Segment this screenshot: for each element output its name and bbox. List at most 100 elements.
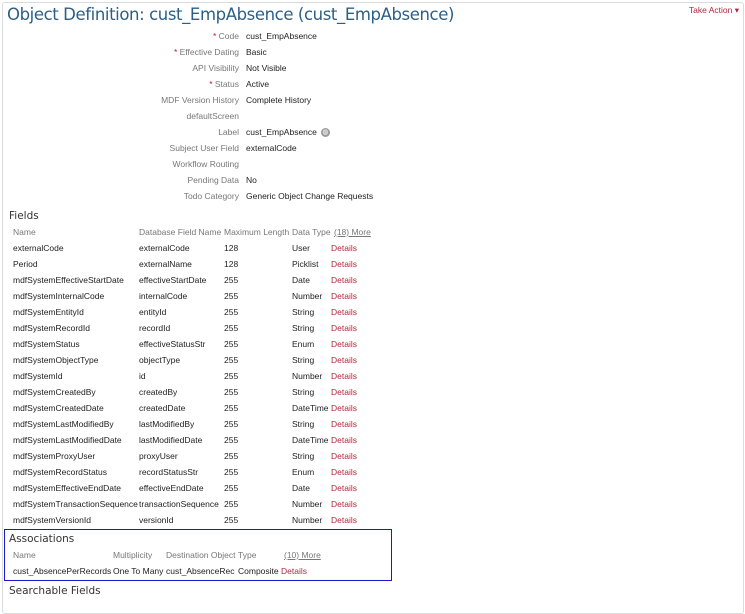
table-cell: mdfSystemEffectiveStartDate [13,275,124,285]
column-header: Database Field Name [139,227,222,237]
table-cell: createdBy [139,387,178,397]
property-label: API Visibility [192,63,239,73]
table-cell: Date [292,483,310,493]
table-cell: 255 [224,291,239,301]
table-cell: mdfSystemEffectiveEndDate [13,483,122,493]
table-cell: entityId [139,307,167,317]
details-link[interactable]: Details [331,451,357,461]
required-marker: * [213,31,219,41]
details-link[interactable]: Details [331,515,357,525]
property-label-text: API Visibility [192,63,239,73]
details-link[interactable]: Details [331,275,357,285]
take-action-menu[interactable]: Take Action ▾ [689,5,739,16]
details-link[interactable]: Details [331,467,357,477]
table-cell: mdfSystemCreatedBy [13,387,96,397]
property-label-text: Status [214,79,239,89]
associations-section [4,529,392,581]
table-cell: String [292,387,315,397]
property-label-text: Todo Category [183,191,239,201]
table-cell: effectiveStatusStr [139,339,206,349]
table-cell: 255 [224,499,239,509]
details-link[interactable]: Details [281,566,307,576]
column-header: Name [13,227,36,237]
details-link[interactable]: Details [331,339,357,349]
details-link[interactable]: Details [331,243,357,253]
column-header: Type [238,550,257,560]
table-cell: Date [292,275,310,285]
page-title: Object Definition: cust_EmpAbsence (cust… [7,5,455,24]
table-cell: 255 [224,467,239,477]
table-cell: String [292,419,315,429]
table-cell: recordId [139,323,171,333]
details-link[interactable]: Details [331,371,357,381]
table-cell: 255 [224,339,239,349]
table-cell: One To Many [113,566,164,576]
property-label: * Status [209,79,239,89]
details-link[interactable]: Details [331,499,357,509]
table-cell: lastModifiedDate [139,435,203,445]
table-cell: mdfSystemRecordId [13,323,90,333]
property-value: No [246,175,257,185]
details-link[interactable]: Details [331,307,357,317]
globe-icon[interactable]: ◍ [320,128,330,138]
table-cell: Picklist [292,259,319,269]
details-link[interactable]: Details [331,483,357,493]
table-cell: createdDate [139,403,186,413]
table-cell: cust_AbsenceRec [166,566,235,576]
table-cell: mdfSystemEntityId [13,307,84,317]
details-link[interactable]: Details [331,435,357,445]
property-label-text: Label [218,127,239,137]
table-cell: objectType [139,355,181,365]
property-label: Workflow Routing [173,159,239,169]
more-link[interactable]: (18) More [334,227,371,237]
property-value: cust_EmpAbsence ◍ [246,127,330,138]
associations-heading: Associations [9,533,75,545]
property-value: Basic [246,47,267,57]
searchable-fields-heading: Searchable Fields [9,585,101,597]
table-cell: externalCode [139,243,190,253]
table-cell: 255 [224,387,239,397]
table-cell: mdfSystemProxyUser [13,451,96,461]
property-value: Not Visible [246,63,286,73]
table-cell: Enum [292,467,315,477]
table-cell: DateTime [292,403,329,413]
table-cell: Composite [238,566,279,576]
table-cell: String [292,355,315,365]
property-label: Todo Category [184,191,239,201]
property-label-text: MDF Version History [161,95,239,105]
details-link[interactable]: Details [331,419,357,429]
table-cell: 128 [224,259,239,269]
table-cell: versionId [139,515,174,525]
property-value: externalCode [246,143,297,153]
table-cell: 255 [224,451,239,461]
column-header: Maximum Length [224,227,290,237]
property-value-text: Basic [246,47,267,57]
details-link[interactable]: Details [331,387,357,397]
table-cell: externalName [139,259,192,269]
table-cell: 255 [224,307,239,317]
table-cell: 128 [224,243,239,253]
table-cell: Period [13,259,38,269]
details-link[interactable]: Details [331,403,357,413]
column-header: Multiplicity [113,550,153,560]
table-cell: cust_AbsencePerRecords [13,566,112,576]
caret-down-icon: ▾ [734,5,739,15]
property-label: Pending Data [187,175,239,185]
details-link[interactable]: Details [331,355,357,365]
property-value: cust_EmpAbsence [246,31,317,41]
details-link[interactable]: Details [331,259,357,269]
table-cell: Number [292,371,323,381]
details-link[interactable]: Details [331,323,357,333]
property-label: Subject User Field [170,143,239,153]
table-cell: mdfSystemTransactionSequence [13,499,138,509]
table-cell: lastModifiedBy [139,419,195,429]
property-value-text: externalCode [246,143,297,153]
details-link[interactable]: Details [331,291,357,301]
property-value-text: cust_EmpAbsence [246,127,317,137]
property-label-text: Pending Data [187,175,239,185]
table-cell: mdfSystemRecordStatus [13,467,108,477]
property-value-text: No [246,175,257,185]
more-link[interactable]: (10) More [284,550,321,560]
take-action-label[interactable]: Take Action [688,5,733,15]
table-cell: internalCode [139,291,188,301]
